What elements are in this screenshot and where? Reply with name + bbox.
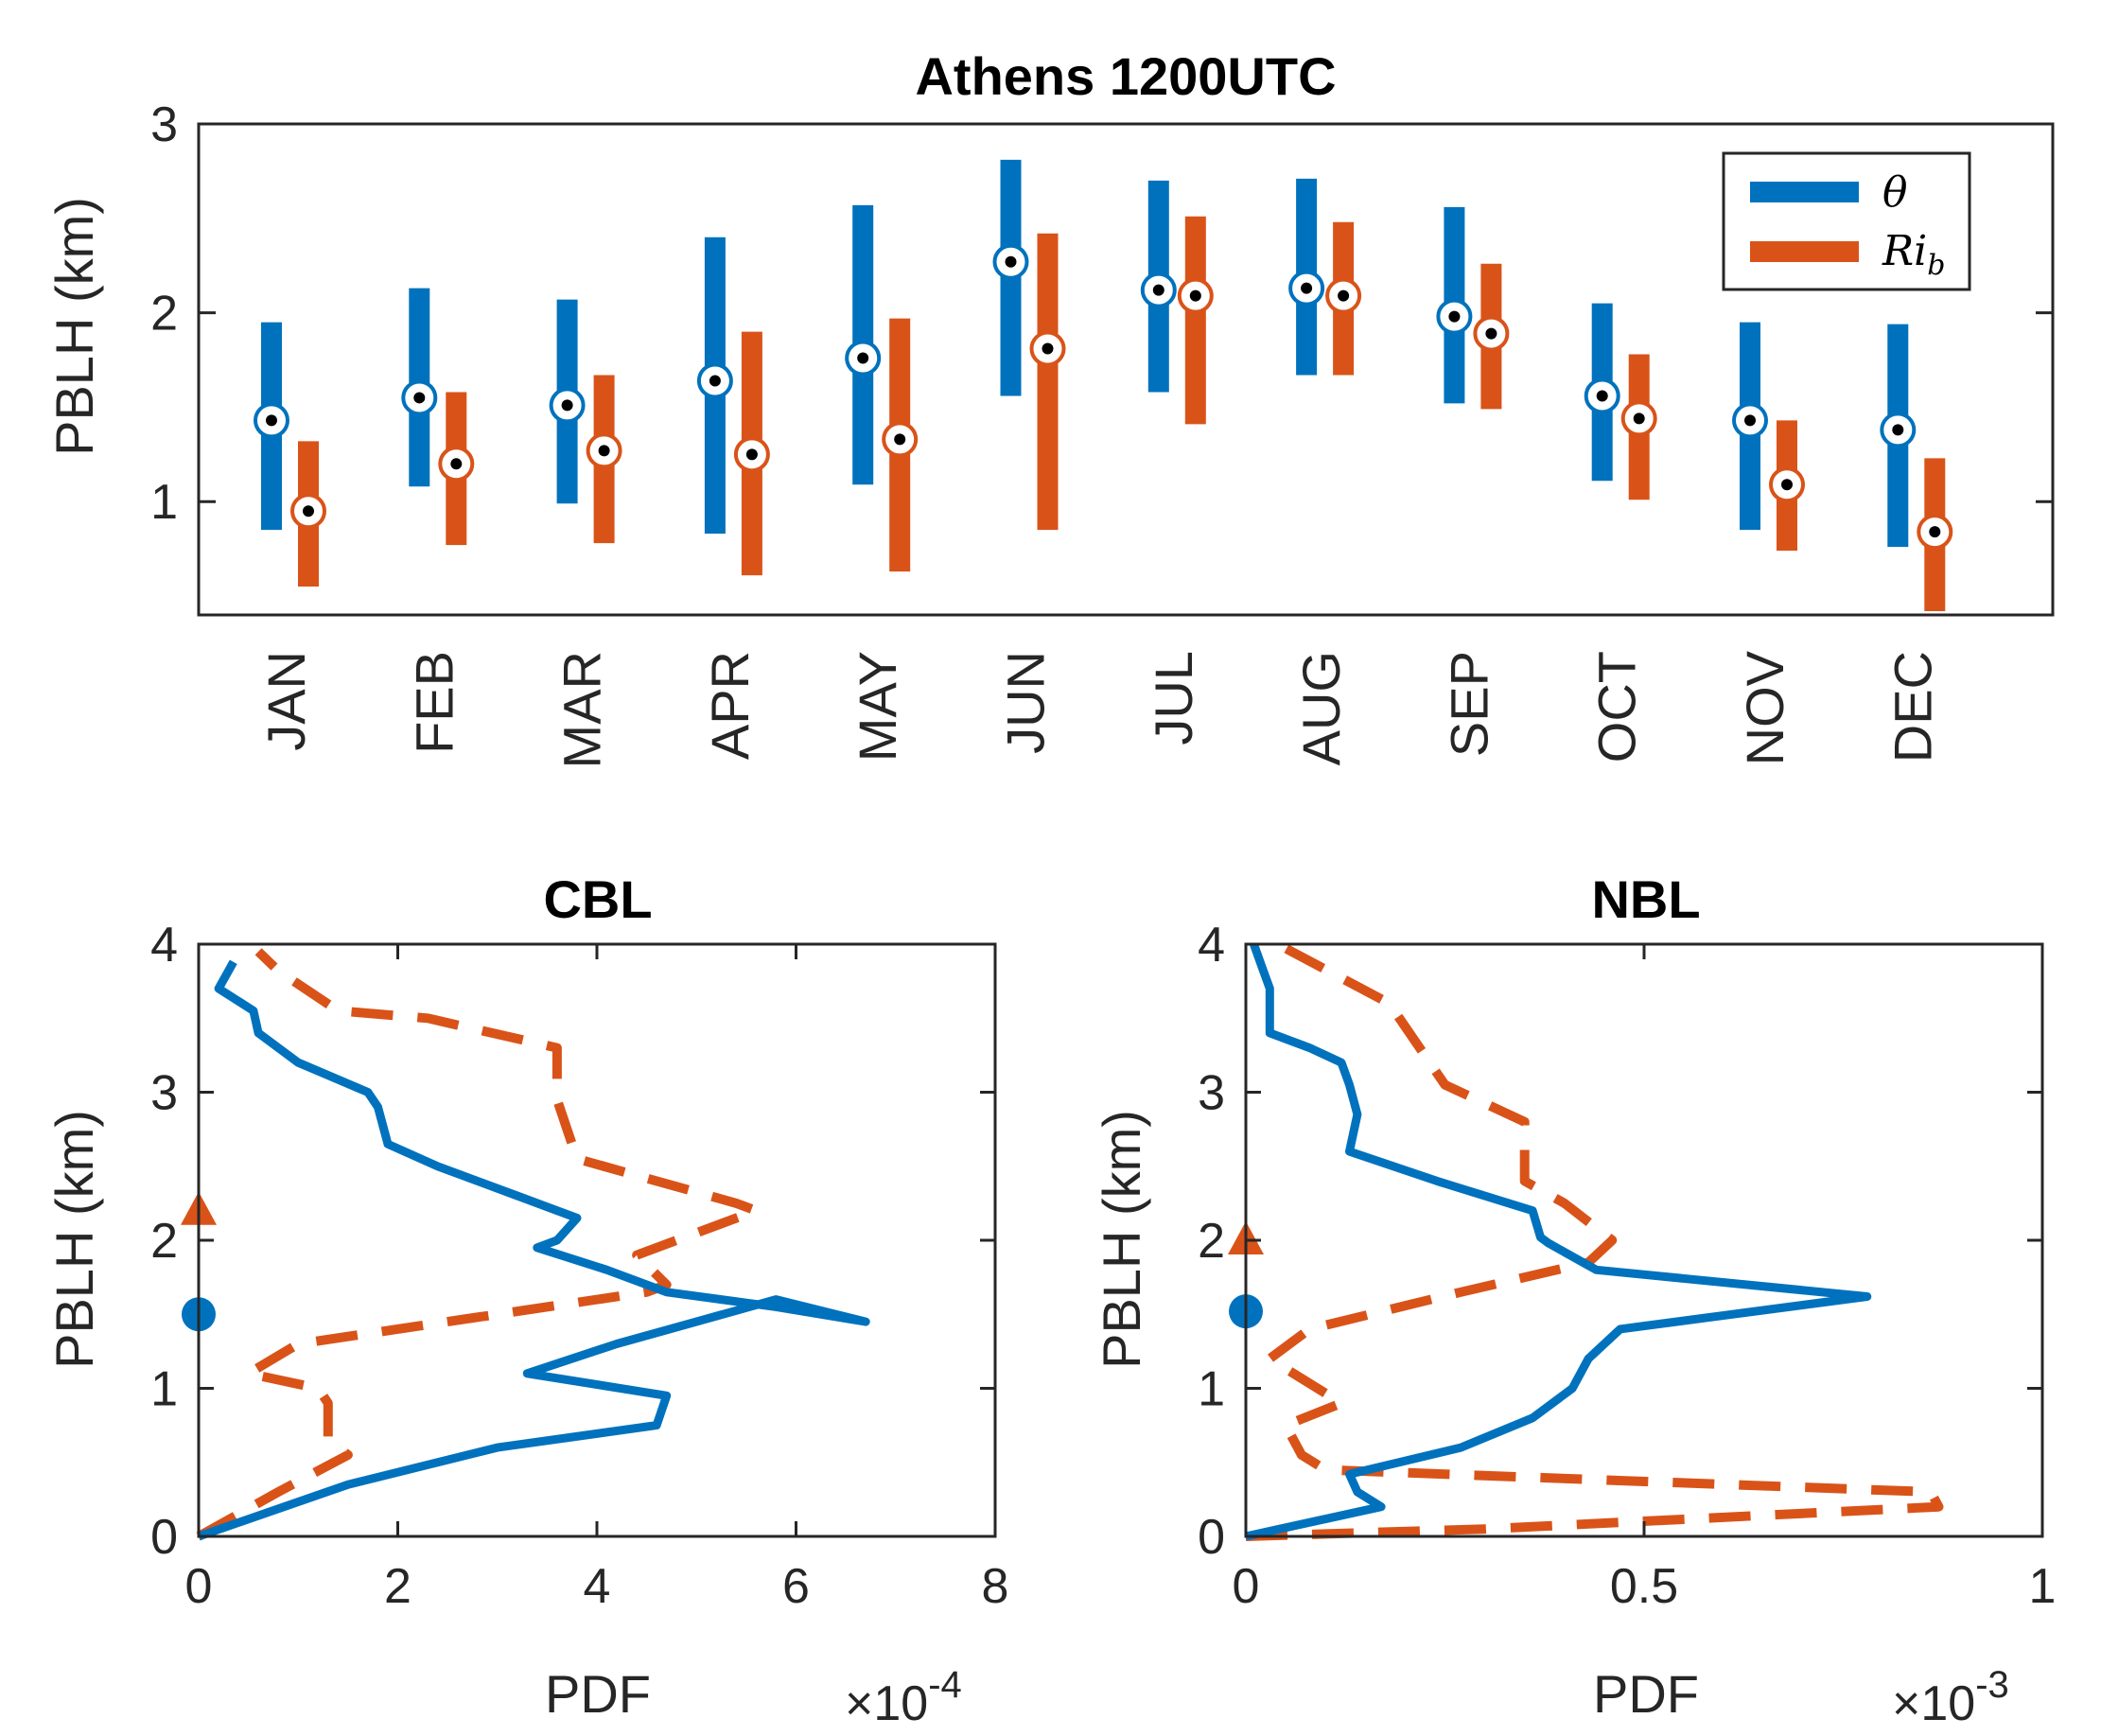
nbl-ytick-label: 1 bbox=[1198, 1362, 1225, 1417]
cbl-ticks: 0 2 4 6 8 0 1 2 3 4 bbox=[150, 918, 1008, 1614]
ri-median-dot-jun bbox=[1042, 342, 1054, 355]
month-label-jan: JAN bbox=[256, 651, 316, 751]
ri-median-dot-apr bbox=[745, 448, 758, 461]
cbl-ri-line bbox=[196, 948, 762, 1541]
month-label-feb: FEB bbox=[404, 651, 464, 754]
ri-median-dot-nov bbox=[1781, 479, 1793, 491]
theta-median-dot-mar bbox=[561, 399, 573, 412]
theta-median-dot-nov bbox=[1744, 414, 1756, 427]
month-label-dec: DEC bbox=[1882, 651, 1942, 763]
panel-cbl: CBL PBLH (km) PDF ×10-4 0 2 4 6 8 0 1 2 3 4 bbox=[44, 869, 1008, 1731]
ri-median-dot-dec bbox=[1929, 526, 1941, 538]
top-axes-box bbox=[197, 122, 2055, 617]
nbl-ytick-label: 0 bbox=[1198, 1510, 1225, 1565]
theta-median-dot-aug bbox=[1301, 282, 1313, 294]
panel-monthly-pblh: Athens 1200UTC PBLH (km) JAN FEB MAR APR MAY… bbox=[44, 46, 2055, 768]
legend-box bbox=[1722, 151, 1971, 291]
ri-median-dot-jan bbox=[303, 505, 314, 517]
nbl-xtick-label: 1 bbox=[2029, 1559, 2057, 1614]
top-title: Athens 1200UTC bbox=[915, 46, 1336, 106]
ri-median-dot-sep bbox=[1485, 327, 1497, 340]
legend: θ Rib bbox=[1722, 151, 1971, 291]
theta-median-dot-jun bbox=[1005, 255, 1017, 268]
ri-median-dot-may bbox=[894, 433, 906, 446]
theta-median-dot-oct bbox=[1596, 390, 1608, 402]
nbl-ri-line bbox=[1245, 939, 1944, 1541]
top-ytick-label: 3 bbox=[150, 97, 178, 152]
top-ticks: JAN FEB MAR APR MAY JUN JUL AUG SEP OCT NOV DEC 1 2 3 bbox=[150, 97, 2053, 768]
legend-ri-label: Rib bbox=[1882, 227, 1945, 282]
nbl-ytick-label: 3 bbox=[1198, 1066, 1225, 1121]
theta-median-dot-dec bbox=[1892, 424, 1904, 436]
nbl-lines bbox=[1228, 939, 1944, 1541]
month-label-apr: APR bbox=[700, 651, 760, 760]
month-label-jul: JUL bbox=[1144, 651, 1203, 745]
cbl-lines bbox=[181, 948, 870, 1541]
cbl-title: CBL bbox=[543, 869, 652, 929]
theta-median-dot-apr bbox=[709, 375, 721, 387]
nbl-theta-line bbox=[1245, 942, 1872, 1541]
month-label-nov: NOV bbox=[1735, 650, 1795, 765]
theta-median-dot-sep bbox=[1448, 310, 1461, 323]
cbl-ytick-label: 0 bbox=[150, 1510, 178, 1565]
nbl-ytick-label: 4 bbox=[1198, 918, 1225, 973]
nbl-xtick-label: 0 bbox=[1233, 1559, 1260, 1614]
cbl-theta-line bbox=[197, 959, 870, 1541]
nbl-axes-box bbox=[1244, 942, 2044, 1538]
cbl-xtick-label: 0 bbox=[185, 1559, 213, 1614]
month-label-jun: JUN bbox=[996, 651, 1056, 754]
cbl-ytick-label: 4 bbox=[150, 918, 178, 973]
month-label-mar: MAR bbox=[552, 651, 612, 768]
cbl-xtick-label: 4 bbox=[584, 1559, 611, 1614]
theta-median-dot-feb bbox=[413, 392, 426, 404]
theta-median-dot-jan bbox=[266, 414, 277, 427]
ri-median-dot-mar bbox=[598, 445, 610, 457]
nbl-ylabel: PBLH (km) bbox=[1092, 1110, 1151, 1369]
nbl-title: NBL bbox=[1591, 869, 1700, 929]
month-label-oct: OCT bbox=[1587, 651, 1647, 763]
ri-median-dot-oct bbox=[1633, 412, 1645, 425]
month-label-sep: SEP bbox=[1439, 651, 1498, 757]
ri-median-dot-feb bbox=[450, 458, 463, 470]
cbl-xlabel: PDF bbox=[545, 1664, 651, 1724]
nbl-xtick-label: 0.5 bbox=[1610, 1559, 1678, 1614]
nbl-ytick-label: 2 bbox=[1198, 1214, 1225, 1269]
nbl-ticks: 0 0.5 1 0 1 2 3 4 bbox=[1198, 918, 2056, 1614]
cbl-axes-box bbox=[197, 942, 997, 1538]
ri-median-dot-aug bbox=[1338, 289, 1350, 302]
panel-nbl: NBL PBLH (km) PDF ×10-3 0 0.5 1 0 1 2 3 4 bbox=[1092, 869, 2056, 1731]
nbl-xlabel: PDF bbox=[1593, 1664, 1699, 1724]
top-ytick-label: 1 bbox=[150, 475, 178, 530]
top-ylabel: PBLH (km) bbox=[44, 197, 104, 456]
legend-theta-label: θ bbox=[1882, 168, 1908, 217]
ri-median-dot-jul bbox=[1189, 289, 1201, 302]
cbl-ytick-label: 3 bbox=[150, 1066, 178, 1121]
theta-median-dot-may bbox=[857, 352, 869, 364]
cbl-ylabel: PBLH (km) bbox=[44, 1110, 104, 1369]
theta-median-dot-jul bbox=[1152, 284, 1164, 296]
cbl-ytick-label: 2 bbox=[150, 1214, 178, 1269]
cbl-exponent: ×10-4 bbox=[845, 1664, 962, 1731]
month-label-aug: AUG bbox=[1291, 651, 1351, 765]
cbl-xtick-label: 2 bbox=[384, 1559, 411, 1614]
nbl-exponent: ×10-3 bbox=[1892, 1664, 2009, 1731]
cbl-xtick-label: 6 bbox=[782, 1559, 810, 1614]
month-label-may: MAY bbox=[848, 651, 907, 762]
cbl-ytick-label: 1 bbox=[150, 1362, 178, 1417]
top-range-bars bbox=[254, 159, 1953, 612]
top-ytick-label: 2 bbox=[150, 287, 178, 342]
cbl-xtick-label: 8 bbox=[982, 1559, 1009, 1614]
